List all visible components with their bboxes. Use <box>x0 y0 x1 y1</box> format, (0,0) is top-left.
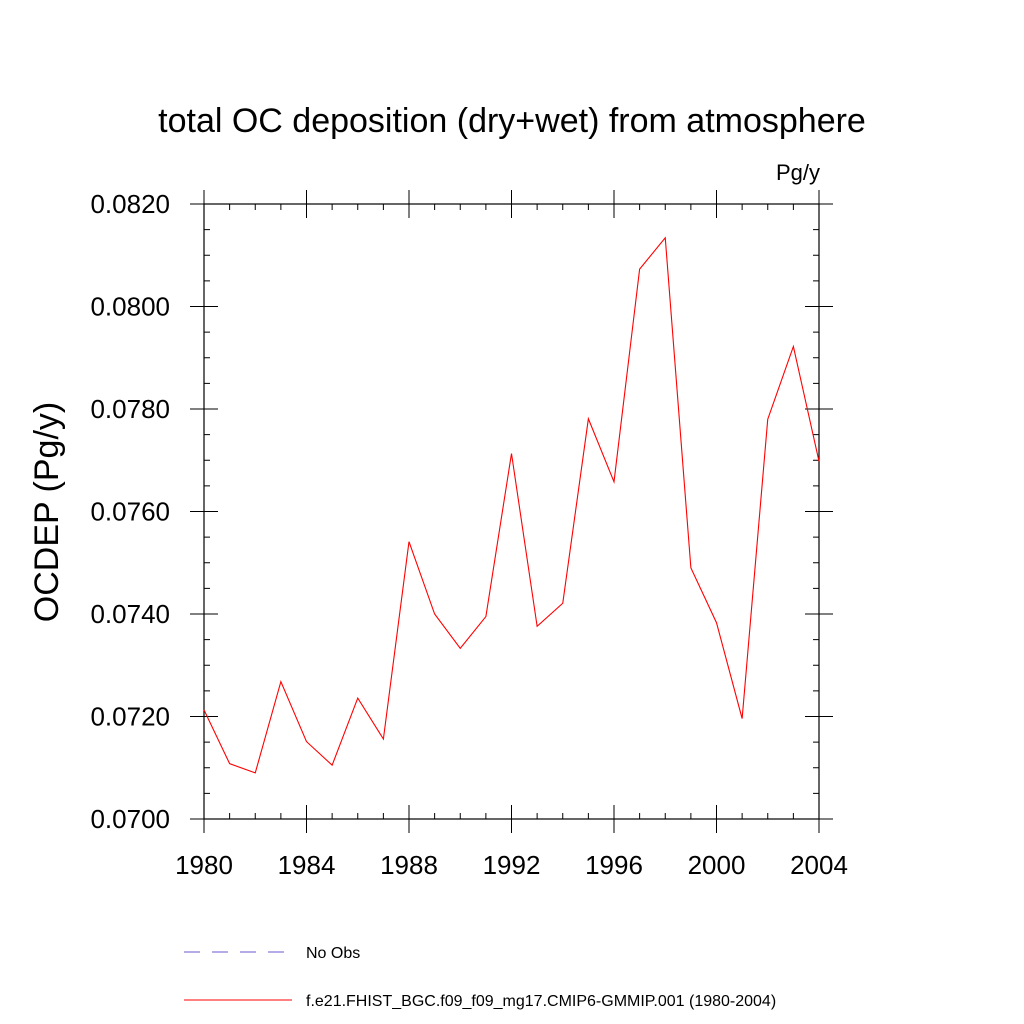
legend-label: f.e21.FHIST_BGC.f09_f09_mg17.CMIP6-GMMIP… <box>306 993 776 1010</box>
x-tick-label: 1980 <box>175 850 233 880</box>
legend-item-no-obs: No Obs <box>184 945 360 962</box>
series-line <box>203 236 820 774</box>
y-tick-label: 0.0760 <box>90 497 170 527</box>
tick-labels: 1980 1984 1988 1992 1996 2000 2004 0.0700 0.0720… <box>90 189 847 880</box>
x-tick-label: 2000 <box>688 850 746 880</box>
units-label: Pg/y <box>776 160 820 185</box>
chart-title: total OC deposition (dry+wet) from atmos… <box>158 102 866 140</box>
y-tick-label: 0.0720 <box>90 702 170 732</box>
minor-ticks <box>203 203 820 820</box>
y-axis-label: OCDEP (Pg/y) <box>28 402 66 622</box>
y-tick-label: 0.0740 <box>90 599 170 629</box>
y-tick-label: 0.0700 <box>90 804 170 834</box>
plot-frame <box>203 203 820 820</box>
legend-item-series: f.e21.FHIST_BGC.f09_f09_mg17.CMIP6-GMMIP… <box>184 993 776 1010</box>
x-tick-label: 1996 <box>585 850 643 880</box>
y-tick-label: 0.0800 <box>90 292 170 322</box>
legend-label: No Obs <box>306 945 360 962</box>
major-ticks <box>190 190 833 833</box>
x-tick-label: 2004 <box>790 850 848 880</box>
y-tick-label: 0.0780 <box>90 394 170 424</box>
x-tick-label: 1988 <box>380 850 438 880</box>
legend: No Obs f.e21.FHIST_BGC.f09_f09_mg17.CMIP… <box>184 945 776 1010</box>
series-layer <box>203 236 820 774</box>
x-tick-label: 1984 <box>278 850 336 880</box>
y-tick-label: 0.0820 <box>90 189 170 219</box>
x-tick-label: 1992 <box>483 850 541 880</box>
